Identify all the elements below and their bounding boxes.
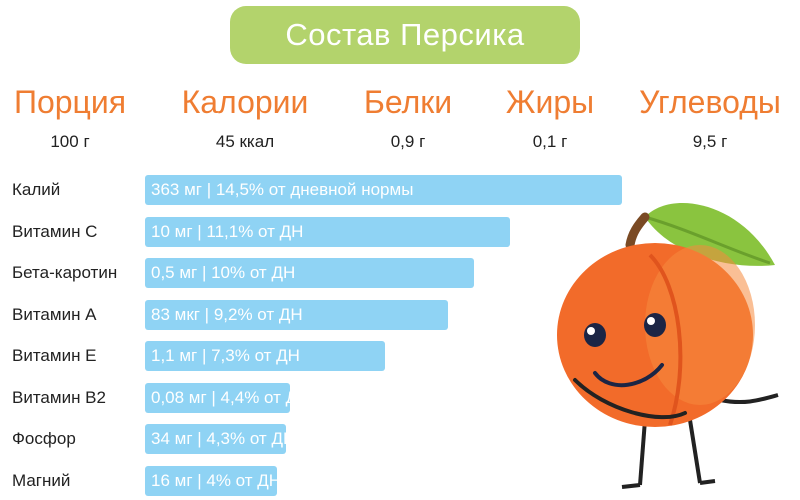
category-label: Витамин В2 xyxy=(12,387,106,407)
summary-label: Порция xyxy=(13,84,127,120)
category-label: Витамин С xyxy=(12,221,98,241)
page-title: Состав Персика xyxy=(230,6,580,64)
bar xyxy=(145,382,290,413)
bar xyxy=(145,465,277,496)
bar xyxy=(145,299,448,330)
bar-data-label: 0,5 мг | 10% от ДН xyxy=(151,263,296,282)
category-label: Витамин Е xyxy=(12,346,97,365)
category-label: Фосфор xyxy=(12,429,76,448)
bar-data-label: 0,08 мг | 4,4% от ДН xyxy=(151,387,310,407)
summary-value: 100 г xyxy=(50,132,90,151)
bar-data-label: 83 мкг | 9,2% от ДН xyxy=(151,304,303,324)
summary-label: Жиры xyxy=(505,84,595,120)
bar xyxy=(145,424,286,454)
bar xyxy=(145,216,510,247)
summary-label: Калории xyxy=(181,84,309,120)
category-label: Магний xyxy=(12,470,71,490)
bar-data-label: 1,1 мг | 7,3% от ДН xyxy=(151,346,300,365)
bar-data-label: 16 мг | 4% от ДН xyxy=(151,470,282,490)
category-label: Калий xyxy=(12,180,61,199)
bar xyxy=(145,341,385,371)
summary-label: Углеводы xyxy=(639,84,781,120)
bar xyxy=(145,258,474,288)
summary-value: 9,5 г xyxy=(692,132,728,151)
category-label: Бета-каротин xyxy=(12,263,118,282)
bar-data-label: 34 мг | 4,3% от ДН xyxy=(151,429,296,448)
bar-data-label: 363 мг | 14,5% от дневной нормы xyxy=(151,180,414,199)
leaf-icon xyxy=(645,202,775,266)
bar-data-label: 10 мг | 11,1% от ДН xyxy=(151,221,304,241)
category-label: Витамин А xyxy=(12,304,97,324)
bar xyxy=(145,175,622,205)
summary-value: 45 ккал xyxy=(215,132,275,151)
peach-mascot-icon xyxy=(557,202,779,489)
summary-label: Белки xyxy=(363,84,453,120)
summary-value: 0,9 г xyxy=(390,132,426,151)
summary-value: 0,1 г xyxy=(532,132,568,151)
